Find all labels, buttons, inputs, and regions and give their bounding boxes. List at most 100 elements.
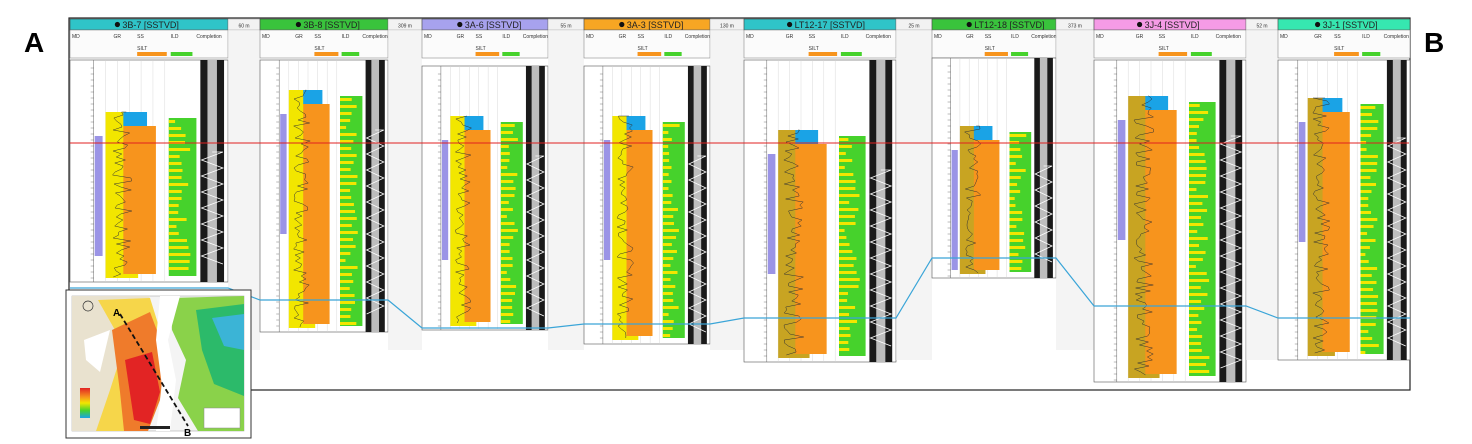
track-label-gr: GR (1136, 34, 1144, 40)
track-label-ss: SS (314, 34, 321, 40)
ss-fill (1322, 112, 1350, 352)
inset-colorbar (80, 388, 90, 418)
well-spacing: 373 m (1068, 24, 1082, 30)
well-spacing: 55 m (560, 24, 571, 30)
well-panel: 3B-8 [SSTVD] MD GR SS ILD Completion SILT 309 m (259, 18, 423, 350)
track-label-completion: Completion (196, 34, 222, 40)
inset-label-b: B (184, 428, 191, 439)
track-label-completion: Completion (1216, 34, 1242, 40)
gr-curve (963, 125, 982, 274)
track-label-ild: ILD (1011, 34, 1019, 40)
track-label-completion: Completion (685, 34, 711, 40)
well-spacing: 130 m (720, 24, 734, 30)
track-label-gr: GR (966, 34, 974, 40)
inset-scalebar (140, 426, 170, 429)
water-patch (464, 116, 484, 130)
track-label-silt: SILT (476, 46, 486, 52)
gr-curve (616, 115, 634, 339)
track-label-completion: Completion (866, 34, 892, 40)
md-band (94, 136, 103, 256)
well-name: LT12-18 [SSTVD] (974, 20, 1044, 30)
md-band (441, 140, 449, 260)
track-label-md: MD (1096, 34, 1104, 40)
gr-curve (292, 89, 312, 328)
well-spacing: 60 m (238, 24, 249, 30)
ss-fill (973, 140, 1000, 270)
track-label-ild: ILD (342, 34, 350, 40)
well-name: 3J-1 [SSTVD] (1323, 20, 1378, 30)
well-symbol-icon (1315, 21, 1321, 28)
md-band (280, 114, 287, 234)
track-label-silt: SILT (809, 46, 819, 52)
track-label-gr: GR (295, 34, 303, 40)
md-band (1298, 122, 1306, 242)
well-symbol-icon (457, 21, 463, 28)
track-label-ss: SS (638, 34, 645, 40)
track-label-silt: SILT (985, 46, 995, 52)
gr-curve (783, 129, 805, 356)
water-patch (123, 112, 148, 126)
well-name: 3B-8 [SSTVD] (303, 20, 360, 30)
track-label-silt: SILT (314, 46, 324, 52)
ss-fill (1145, 110, 1177, 374)
gr-curve (454, 115, 473, 324)
track-label-md: MD (72, 34, 80, 40)
track-label-silt: SILT (1334, 46, 1344, 52)
track-label-gr: GR (113, 34, 121, 40)
track-label-silt: SILT (137, 46, 147, 52)
section-label-a: A (24, 27, 44, 58)
well-name: 3J-4 [SSTVD] (1145, 20, 1200, 30)
track-label-ss: SS (1159, 34, 1166, 40)
section-label-b: B (1424, 27, 1444, 58)
track-label-silt: SILT (638, 46, 648, 52)
well-symbol-icon (966, 21, 972, 28)
well-name: 3A-6 [SSTVD] (465, 20, 522, 30)
track-label-ild: ILD (1362, 34, 1370, 40)
inset-map: A B (65, 289, 252, 439)
well-name: 3B-7 [SSTVD] (122, 20, 179, 30)
gr-curve (1311, 97, 1331, 354)
track-label-md: MD (586, 34, 594, 40)
track-label-ss: SS (985, 34, 992, 40)
track-label-gr: GR (457, 34, 465, 40)
well-panel: 3J-4 [SSTVD] MD GR SS ILD Completion SILT 52 m (1093, 18, 1279, 383)
well-symbol-icon (1137, 21, 1143, 28)
inset-label-a: A (113, 308, 120, 319)
track-label-ss: SS (476, 34, 483, 40)
md-band (603, 140, 611, 260)
well-panel: 3A-3 [SSTVD] MD GR SS ILD Completion SILT 130 m (583, 18, 745, 350)
track-label-ss: SS (1334, 34, 1341, 40)
well-symbol-icon (295, 21, 301, 28)
well-name: LT12-17 [SSTVD] (795, 20, 865, 30)
well-spacing: 52 m (1256, 24, 1267, 30)
well-panel: 3A-6 [SSTVD] MD GR SS ILD Completion SILT 55 m (421, 18, 585, 350)
water-patch (626, 116, 646, 130)
water-patch (1145, 96, 1169, 110)
wells-layer: 3B-7 [SSTVD] MD GR SS ILD Completion SILT 60 m 3… (69, 18, 1411, 383)
md-band (951, 150, 958, 270)
track-label-md: MD (424, 34, 432, 40)
ss-fill (464, 130, 491, 322)
markers-layer (70, 142, 1410, 329)
track-label-md: MD (746, 34, 754, 40)
track-label-completion: Completion (1384, 34, 1410, 40)
md-band (767, 154, 776, 274)
gr-curve (1133, 95, 1155, 376)
well-symbol-icon (787, 21, 793, 28)
track-label-silt: SILT (1159, 46, 1169, 52)
md-band (1117, 120, 1126, 240)
well-name: 3A-3 [SSTVD] (627, 20, 684, 30)
track-label-gr: GR (619, 34, 627, 40)
track-label-md: MD (934, 34, 942, 40)
track-label-md: MD (262, 34, 270, 40)
track-label-ild: ILD (664, 34, 672, 40)
track-label-ild: ILD (841, 34, 849, 40)
well-symbol-icon (114, 21, 120, 28)
blue-marker-line (70, 257, 1410, 329)
water-patch (303, 90, 323, 104)
water-patch (973, 126, 993, 140)
well-panel: LT12-18 [SSTVD] MD GR SS ILD Completion SILT 37… (931, 18, 1095, 350)
track-label-gr: GR (1314, 34, 1322, 40)
track-label-completion: Completion (1031, 34, 1057, 40)
